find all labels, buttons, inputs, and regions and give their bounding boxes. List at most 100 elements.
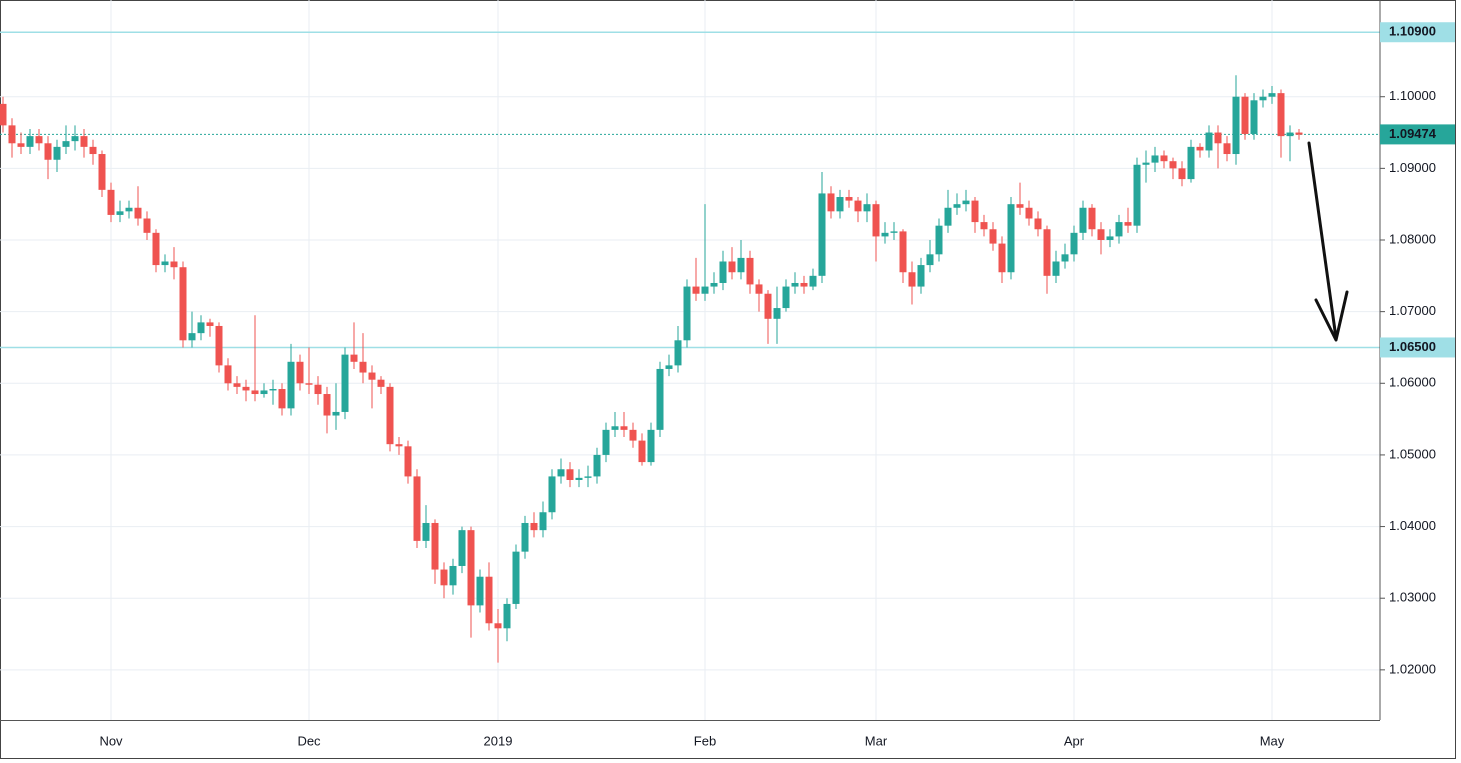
x-tick-label: 2019 [484,733,513,748]
candle-body [809,275,817,287]
candle-body [1232,96,1240,155]
candle-body [1196,146,1204,151]
candle-body [638,440,646,463]
candle-body [0,103,7,126]
candle-body [584,476,592,478]
candle-body [476,576,484,606]
candle-body [818,193,826,276]
candle-body [1124,222,1132,226]
candle-body [1034,218,1042,230]
candle-body [116,211,124,215]
candle-body [503,603,511,629]
candle-body [53,146,61,160]
candle-body [260,390,268,395]
candle-body [1250,100,1258,134]
candle-body [548,476,556,513]
candle-body [602,429,610,455]
x-tick-label: May [1260,733,1285,748]
candle-body [917,265,925,287]
candle-body [35,136,43,144]
candle-body [683,286,691,341]
candle-body [1259,96,1267,101]
candle-body [521,522,529,552]
candle-body [530,522,538,531]
x-tick-label: Apr [1064,733,1085,748]
candle-body [1052,261,1060,276]
candle-body [692,286,700,294]
candle-body [404,446,412,477]
candle-body [305,383,313,385]
candle-body [512,551,520,604]
candle-body [314,384,322,395]
candle-body [710,282,718,287]
candle-body [737,257,745,273]
candle-body [395,444,403,447]
candle-body [467,530,475,606]
candle-body [890,231,898,233]
price-badge [1380,337,1455,358]
candle-body [377,379,385,387]
candle-body [215,325,223,366]
candle-body [836,197,844,212]
candle-body [1007,204,1015,273]
candle-body [188,333,196,341]
levels [0,31,1380,349]
candle-body [44,143,52,160]
candle-body [449,565,457,586]
candle-body [494,623,502,629]
candle-body [386,386,394,445]
candle-body [440,569,448,586]
candle-body [962,200,970,205]
candle-body [1205,132,1213,151]
candle-body [413,476,421,541]
candle-body [620,426,628,430]
candle-body [332,411,340,416]
candle-body [1286,132,1294,137]
candle-body [980,222,988,230]
candle-body [935,225,943,255]
candle-body [1106,236,1114,240]
y-tick-label: 1.09000 [1389,160,1436,175]
candle-body [629,429,637,441]
candle-body [1115,222,1123,237]
candle-body [800,282,808,287]
candle-body [224,365,232,384]
y-tick-label: 1.08000 [1389,231,1436,246]
candle-body [125,207,133,212]
candle-body [566,469,574,480]
price-badge-label: 1.06500 [1389,339,1436,354]
candle-body [98,154,106,190]
candle-body [287,361,295,409]
candle-body [1295,132,1303,135]
axes: 1.02000 1.03000 1.04000 1.05000 1.06000 1.070… [99,22,1455,748]
candle-body [134,207,142,219]
candle-body [773,308,781,319]
candle-body [179,267,187,341]
candle-body [422,522,430,541]
candle-body [296,361,304,384]
candle-body [62,141,70,147]
y-tick-label: 1.06000 [1389,375,1436,390]
candle-body [971,200,979,223]
candle-body [251,390,259,395]
candle-body [764,293,772,319]
candle-body [1187,146,1195,180]
candle-body [1178,168,1186,180]
candle-body [1061,254,1069,262]
candle-body [872,204,880,237]
candle-body [1043,229,1051,276]
candle-body [170,261,178,268]
candle-body [431,522,439,570]
candle-body [341,354,349,412]
candle-body [1025,207,1033,219]
candle-body [647,429,655,463]
candle-body [458,530,466,566]
candle-body [89,146,97,155]
candle-body [791,282,799,287]
candle-body [17,143,25,147]
candle-body [746,257,754,285]
price-badge [1380,22,1455,43]
